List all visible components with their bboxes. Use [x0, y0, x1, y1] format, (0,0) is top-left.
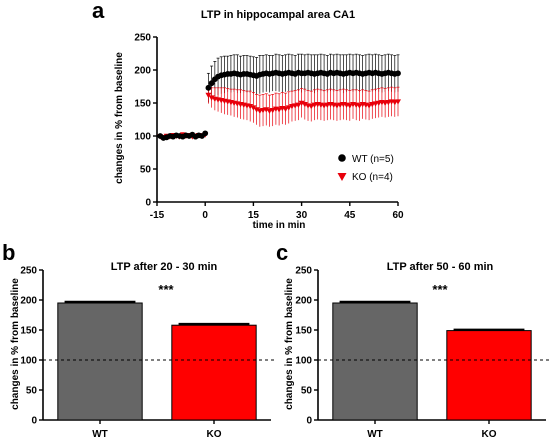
ko-data-point	[269, 107, 276, 114]
ko-data-point	[276, 107, 283, 113]
chart-a-y-axis-label: changes in % from baseline	[114, 52, 125, 184]
chart-a-x-tick-label: 0	[202, 210, 208, 221]
chart-c-y-tick-label: 0	[306, 416, 312, 427]
legend-wt-label: WT (n=5)	[352, 154, 394, 165]
chart-b-y-tick-label: 150	[20, 326, 37, 337]
chart-a-x-tick-label: 15	[248, 210, 260, 221]
chart-a-y-tick-label: 0	[145, 198, 151, 209]
chart-c-title: LTP after 50 - 60 min	[387, 261, 494, 273]
chart-c-x-tick-label: WT	[367, 429, 383, 439]
panel-b: b LTP after 20 - 30 min 0 50 100 150 200 250 W…	[2, 240, 275, 439]
ko-data-point	[346, 103, 353, 109]
chart-c-significance: ***	[432, 282, 448, 297]
ko-data-point	[366, 103, 373, 109]
chart-b-plot: 0 50 100 150 200 250 WT KO	[20, 266, 275, 439]
chart-b-y-axis-label: changes in % from baseline	[10, 278, 21, 410]
wt-data-point	[202, 130, 209, 137]
chart-a-y-tick-label: 150	[134, 99, 151, 110]
ko-data-point	[356, 103, 363, 109]
panel-letter-c: c	[276, 240, 288, 265]
ko-data-point	[285, 105, 292, 111]
chart-b-y-tick-label: 250	[20, 266, 37, 277]
chart-a-y-tick-label: 200	[134, 66, 151, 77]
chart-c-bar-wt	[332, 302, 418, 421]
chart-a-y-tick-label: 100	[134, 132, 151, 143]
panel-a: a LTP in hippocampal area CA1 0501001502…	[92, 0, 404, 231]
chart-a-title: LTP in hippocampal area CA1	[201, 9, 355, 21]
ko-data-point	[205, 92, 212, 99]
chart-a-x-tick-label: 45	[344, 210, 356, 221]
ko-data-point	[395, 99, 401, 105]
chart-a-x-tick-label: 30	[296, 210, 308, 221]
chart-b-y-tick-label: 50	[26, 386, 38, 397]
chart-c-plot: 0 50 100 150 200 250 WT KO	[295, 266, 550, 439]
ko-data-point	[308, 104, 315, 110]
chart-b-significance: ***	[158, 282, 174, 297]
chart-b-x-tick-label: KO	[207, 429, 222, 439]
wt-data-point	[208, 80, 215, 87]
ko-data-point	[282, 106, 289, 112]
chart-b-y-tick-label: 200	[20, 296, 37, 307]
wt-data-point	[395, 70, 401, 77]
ko-data-point	[250, 105, 257, 111]
chart-a-y-tick-label: 50	[140, 165, 152, 176]
chart-c-y-tick-label: 250	[295, 266, 312, 277]
chart-c-y-tick-label: 150	[295, 326, 312, 337]
panel-letter-b: b	[2, 240, 15, 265]
chart-b-title: LTP after 20 - 30 min	[111, 261, 218, 273]
chart-c-bar-ko	[446, 330, 532, 421]
chart-b-bar-wt	[57, 302, 143, 421]
legend-wt-marker	[338, 154, 346, 162]
chart-c-y-tick-label: 200	[295, 296, 312, 307]
chart-c-x-tick-label: KO	[482, 429, 497, 439]
chart-c-y-tick-label: 100	[295, 356, 312, 367]
chart-a-y-tick-label: 250	[134, 33, 151, 44]
chart-a-x-tick-label: 60	[392, 210, 404, 221]
chart-b-x-tick-label: WT	[92, 429, 108, 439]
chart-b-y-tick-label: 100	[20, 356, 37, 367]
wt-data-point	[205, 84, 212, 91]
chart-c-y-tick-label: 50	[301, 386, 313, 397]
ko-data-point	[295, 102, 302, 108]
chart-a-legend: WT (n=5) KO (n=4)	[337, 154, 394, 183]
chart-b-bar-ko	[171, 324, 257, 421]
panel-c: c LTP after 50 - 60 min 0 50 100 150 200 250 W…	[276, 240, 550, 439]
panel-letter-a: a	[92, 0, 105, 23]
legend-ko-label: KO (n=4)	[352, 172, 393, 183]
chart-c-y-axis-label: changes in % from baseline	[284, 278, 295, 410]
legend-ko-marker	[337, 173, 347, 181]
chart-a-x-axis-label: time in min	[253, 220, 306, 231]
chart-b-y-tick-label: 0	[31, 416, 37, 427]
chart-a-x-tick-label: -15	[150, 210, 165, 221]
